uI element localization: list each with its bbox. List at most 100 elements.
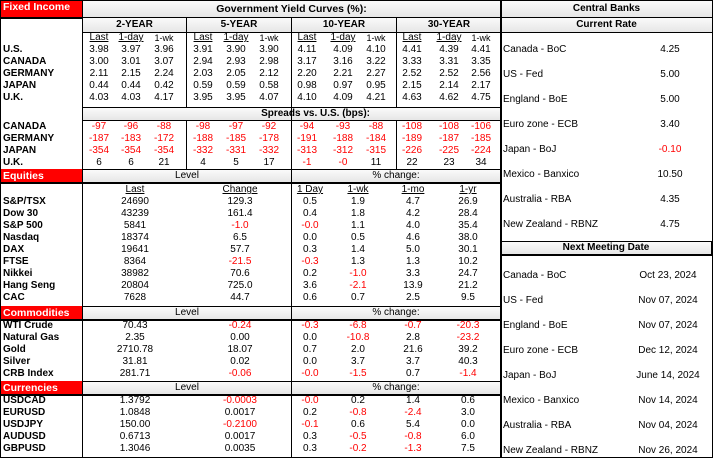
value-cell: 0.7 (351, 292, 365, 303)
value-cell: 0.0017 (224, 431, 256, 442)
value-cell: -1.0 (231, 220, 249, 231)
value-cell: 2.8 (406, 332, 420, 343)
yield-value: 3.33 (402, 56, 422, 67)
value-cell: 70.6 (230, 268, 250, 279)
grid-line (0, 319, 501, 321)
row-label: Nikkei (3, 268, 33, 279)
tenor-header: 2-YEAR (82, 17, 187, 33)
value-cell: 3.7 (351, 356, 365, 367)
value-cell: 5.4 (406, 419, 420, 430)
yield-value: 0.59 (193, 80, 213, 91)
row-label: Hang Seng (3, 280, 56, 291)
yield-value: 2.21 (333, 68, 353, 79)
row-label: USDCAD (3, 395, 46, 406)
column-header-last: Last (125, 184, 145, 195)
value-cell: -0.1 (301, 419, 319, 430)
spread-value: -331 (225, 145, 246, 156)
yield-value: 2.94 (193, 56, 213, 67)
meeting-bank-name: England - BoE (503, 320, 568, 331)
value-cell: 0.3 (303, 431, 317, 442)
yield-value: 2.03 (193, 68, 213, 79)
value-cell: 725.0 (227, 280, 253, 291)
value-cell: 2.0 (351, 344, 365, 355)
spread-value: -88 (156, 121, 172, 132)
central-bank-rate: 10.50 (657, 169, 683, 180)
spread-value: -178 (258, 133, 279, 144)
yield-value: 3.16 (333, 56, 353, 67)
value-cell: -0.24 (228, 320, 252, 331)
central-bank-rate: 5.00 (660, 69, 680, 80)
value-cell: -0.0 (301, 368, 319, 379)
value-cell: 24690 (121, 196, 149, 207)
value-cell: -2.4 (404, 407, 422, 418)
yield-curves-title: Government Yield Curves (%): (82, 0, 501, 18)
value-cell: 38982 (121, 268, 149, 279)
value-cell: -0.0 (301, 395, 319, 406)
meeting-date: Nov 14, 2024 (638, 395, 698, 406)
value-cell: 0.6 (351, 419, 365, 430)
yield-value: 2.20 (297, 68, 317, 79)
grid-line (396, 17, 397, 108)
value-cell: 24.7 (458, 268, 478, 279)
yield-row-label: CANADA (3, 56, 47, 67)
yield-value: 0.59 (226, 80, 246, 91)
grid-line (500, 254, 713, 256)
value-cell: 1.3792 (119, 395, 151, 406)
value-cell: 1.1 (351, 220, 365, 231)
value-cell: 2.35 (125, 332, 145, 343)
yield-value: 2.15 (121, 68, 141, 79)
value-cell: 1.4 (406, 395, 420, 406)
spread-value: -108 (438, 121, 459, 132)
yield-value: 2.56 (471, 68, 491, 79)
row-label: S&P 500 (3, 220, 43, 231)
yield-value: 3.95 (226, 92, 246, 103)
value-cell: 21.6 (403, 344, 423, 355)
value-cell: -23.2 (456, 332, 480, 343)
grid-line (291, 17, 292, 458)
spread-value: 6 (128, 157, 134, 168)
value-cell: 8364 (123, 256, 147, 267)
value-cell: 0.7 (406, 368, 420, 379)
value-cell: 44.7 (230, 292, 250, 303)
value-cell: -0.3 (301, 320, 319, 331)
spread-value: -312 (332, 145, 353, 156)
yield-value: 4.41 (471, 44, 491, 55)
value-cell: 31.81 (122, 356, 148, 367)
value-cell: 26.9 (458, 196, 478, 207)
yield-value: 2.52 (439, 68, 459, 79)
row-label: DAX (3, 244, 25, 255)
value-cell: 4.0 (406, 220, 420, 231)
yield-value: 4.63 (402, 92, 422, 103)
value-cell: -21.5 (228, 256, 252, 267)
row-label: FTSE (3, 256, 29, 267)
value-cell: 9.5 (461, 292, 475, 303)
value-cell: -10.8 (346, 332, 370, 343)
grid-line (0, 17, 82, 19)
meeting-date: June 14, 2024 (636, 370, 700, 381)
spread-value: -332 (192, 145, 213, 156)
value-cell: 0.4 (303, 208, 317, 219)
yield-value: 4.21 (366, 92, 386, 103)
meeting-bank-name: New Zealand - RBNZ (503, 445, 599, 456)
spread-value: -97 (91, 121, 107, 132)
yield-value: 3.97 (121, 44, 141, 55)
level-header: Level (82, 306, 292, 320)
value-cell: 161.4 (227, 208, 253, 219)
spread-value: -187 (88, 133, 109, 144)
value-cell: -1.4 (459, 368, 477, 379)
yield-value: 3.22 (366, 56, 386, 67)
value-cell: 281.71 (119, 368, 151, 379)
column-header-last: Last (89, 32, 109, 43)
central-bank-rate: 4.35 (660, 194, 680, 205)
spread-value: -92 (261, 121, 277, 132)
column-header-1-yr: 1-yr (459, 184, 477, 195)
yield-value: 4.17 (154, 92, 174, 103)
column-header-change: Change (222, 184, 258, 195)
level-header: Level (82, 381, 292, 395)
column-header-1-day: 1-day (118, 32, 144, 43)
value-cell: 5.0 (406, 244, 420, 255)
value-cell: 1.9 (351, 196, 365, 207)
spread-value: -225 (438, 145, 459, 156)
yield-value: 2.93 (226, 56, 246, 67)
